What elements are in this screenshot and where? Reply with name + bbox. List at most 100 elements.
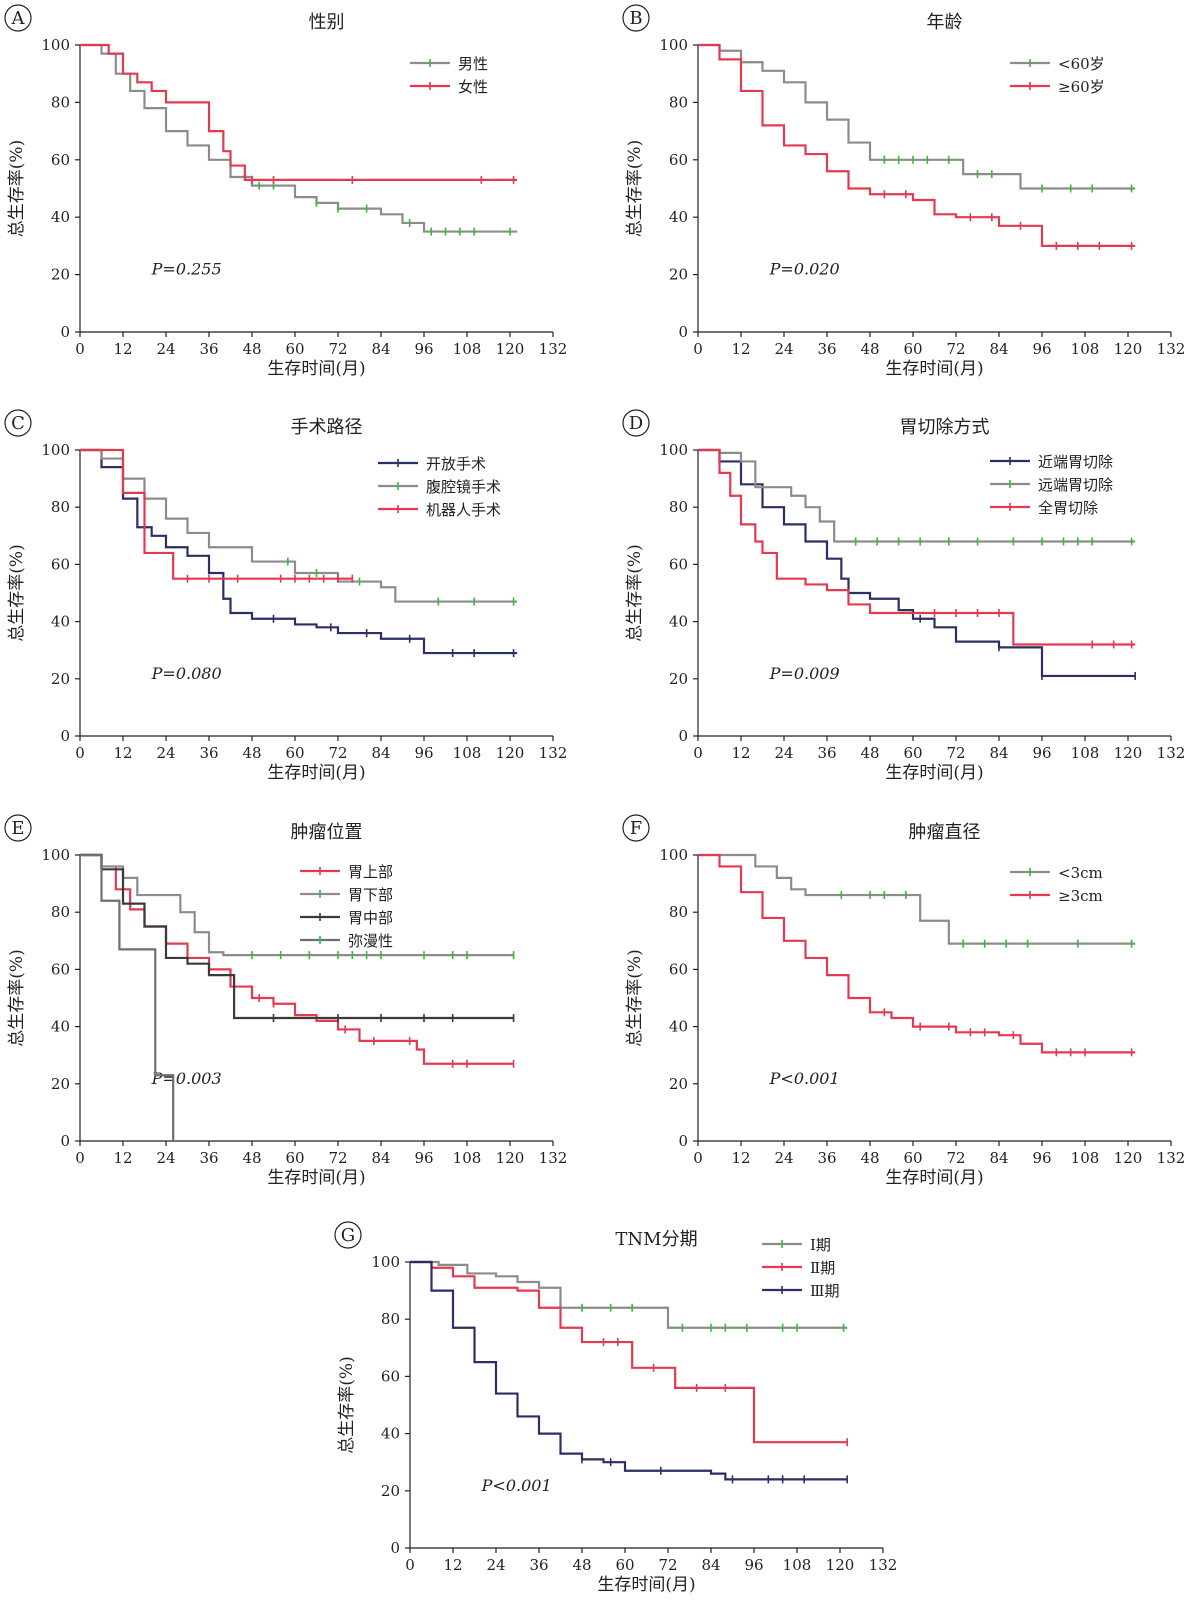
x-tick-label: 12 <box>731 744 750 762</box>
panel-label-circle <box>4 409 32 437</box>
y-tick-label: 100 <box>659 36 688 54</box>
y-tick-label: 100 <box>41 36 70 54</box>
chart-title: 肿瘤位置 <box>291 822 363 843</box>
y-tick-label: 20 <box>51 670 70 688</box>
legend-label: 开放手术 <box>426 455 486 473</box>
panel-label-circle <box>4 4 32 32</box>
x-tick-label: 0 <box>75 340 85 358</box>
legend-label: ≥3cm <box>1058 887 1103 905</box>
x-axis-label: 生存时间(月) <box>885 763 983 783</box>
km-curve-胃中部 <box>80 853 514 1020</box>
panel-label-circle <box>622 409 650 437</box>
x-tick-label: 12 <box>113 1149 132 1167</box>
x-tick-label: 108 <box>783 1556 812 1574</box>
x-tick-label: 12 <box>113 340 132 358</box>
x-tick-label: 72 <box>328 340 347 358</box>
chart-title: 手术路径 <box>291 417 363 438</box>
x-tick-label: 120 <box>496 744 525 762</box>
x-tick-label: 0 <box>405 1556 415 1574</box>
y-tick-label: 80 <box>51 903 70 921</box>
y-axis-label: 总生存率(%) <box>625 949 645 1046</box>
legend-label: Ⅱ期 <box>810 1259 835 1277</box>
km-curve-全胃切除 <box>698 448 1136 646</box>
panel-label-circle <box>622 814 650 842</box>
x-tick-label: 72 <box>946 340 965 358</box>
y-tick-label: 0 <box>60 1132 70 1150</box>
x-tick-label: 84 <box>701 1556 720 1574</box>
x-tick-label: 60 <box>285 340 304 358</box>
y-axis-label: 总生存率(%) <box>625 140 645 237</box>
x-tick-label: 108 <box>1071 1149 1100 1167</box>
x-tick-label: 12 <box>443 1556 462 1574</box>
panel-label-circle <box>334 1221 362 1249</box>
km-curve-弥漫性 <box>80 853 175 1141</box>
y-tick-label: 60 <box>51 960 70 978</box>
km-curve-≥3cm <box>698 853 1136 1054</box>
x-tick-label: 96 <box>1032 744 1051 762</box>
x-tick-label: 120 <box>1114 744 1143 762</box>
km-curve-远端胃切除 <box>698 448 1136 543</box>
p-value-label: P=0.003 <box>151 1069 222 1088</box>
x-tick-label: 0 <box>75 1149 85 1167</box>
x-axis-label: 生存时间(月) <box>267 359 365 379</box>
x-tick-label: 72 <box>658 1556 677 1574</box>
x-tick-label: 48 <box>860 340 879 358</box>
y-tick-label: 20 <box>669 266 688 284</box>
x-tick-label: 48 <box>572 1556 591 1574</box>
x-tick-label: 132 <box>539 1149 568 1167</box>
x-tick-label: 24 <box>774 744 793 762</box>
x-tick-label: 108 <box>453 1149 482 1167</box>
legend-label: 机器人手术 <box>426 501 501 519</box>
x-tick-label: 48 <box>242 1149 261 1167</box>
p-value-label: P=0.255 <box>151 260 222 279</box>
y-tick-label: 40 <box>669 1018 688 1036</box>
y-tick-label: 20 <box>51 266 70 284</box>
y-tick-label: 60 <box>669 960 688 978</box>
x-axis-label: 生存时间(月) <box>885 359 983 379</box>
x-tick-label: 132 <box>1157 744 1186 762</box>
x-tick-label: 72 <box>946 1149 965 1167</box>
km-curve-女性 <box>80 43 518 181</box>
y-tick-label: 100 <box>41 441 70 459</box>
x-tick-label: 96 <box>744 1556 763 1574</box>
x-tick-label: 0 <box>75 744 85 762</box>
x-tick-label: 96 <box>414 340 433 358</box>
x-axis-label: 生存时间(月) <box>267 763 365 783</box>
x-tick-label: 60 <box>285 744 304 762</box>
legend-label: 全胃切除 <box>1038 499 1098 517</box>
y-tick-label: 0 <box>390 1539 400 1557</box>
p-value-label: P<0.001 <box>769 1069 840 1088</box>
x-tick-label: 132 <box>539 340 568 358</box>
panel-G: G TNM分期 0 12 24 36 48 60 72 84 96 108 120 132 0 20 40 60 8… <box>334 1221 897 1595</box>
x-tick-label: 48 <box>860 744 879 762</box>
x-tick-label: 132 <box>1157 1149 1186 1167</box>
x-tick-label: 84 <box>989 340 1008 358</box>
x-tick-label: 48 <box>242 744 261 762</box>
x-tick-label: 60 <box>615 1556 634 1574</box>
p-value-label: P=0.009 <box>769 664 840 683</box>
legend-label: 弥漫性 <box>348 932 393 950</box>
x-tick-label: 0 <box>693 340 703 358</box>
p-value-label: P=0.080 <box>151 664 222 683</box>
km-curve-机器人手术 <box>80 448 353 580</box>
x-tick-label: 120 <box>496 340 525 358</box>
p-value-label: P<0.001 <box>481 1476 552 1495</box>
x-tick-label: 72 <box>328 744 347 762</box>
y-tick-label: 60 <box>669 151 688 169</box>
x-tick-label: 24 <box>156 1149 175 1167</box>
x-tick-label: 108 <box>1071 340 1100 358</box>
y-tick-label: 100 <box>659 441 688 459</box>
legend-label: 胃下部 <box>348 886 393 904</box>
panel-label: C <box>11 413 25 434</box>
panel-C: C 手术路径 0 12 24 36 48 60 72 84 96 108 120 132 0 20 40 60 80… <box>4 409 567 783</box>
legend-label: 男性 <box>458 55 488 73</box>
x-tick-label: 120 <box>496 1149 525 1167</box>
x-tick-label: 84 <box>989 744 1008 762</box>
x-tick-label: 36 <box>199 340 218 358</box>
x-tick-label: 60 <box>903 340 922 358</box>
x-axis-label: 生存时间(月) <box>885 1168 983 1188</box>
y-tick-label: 0 <box>60 727 70 745</box>
x-tick-label: 108 <box>453 340 482 358</box>
x-tick-label: 36 <box>529 1556 548 1574</box>
